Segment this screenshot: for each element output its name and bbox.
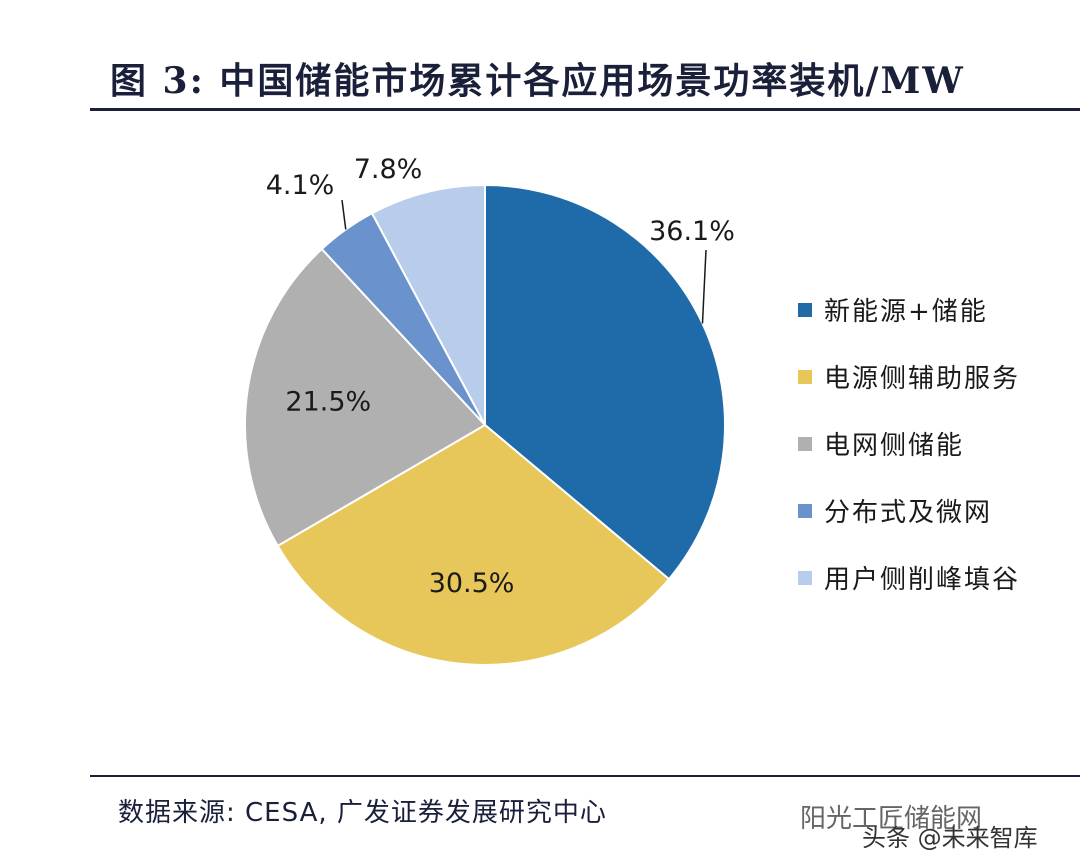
legend-swatch-2 [798,369,812,384]
watermark: 阳光工匠储能网 [800,804,983,834]
watermark-sub: 头条 @未来智库 [862,824,1038,852]
source-note: 数据来源: CESA, 广发证券发展研究中心 [118,798,607,828]
chart-title: 图 3: 中国储能市场累计各应用场景功率装机/MW [110,60,965,102]
title-rule [90,108,1080,111]
leader-line-4 [341,199,347,230]
legend-item-5: 用户侧削峰填谷 [798,544,1020,611]
slice-label-1: 36.1% [649,216,735,247]
legend-swatch-1 [798,302,812,317]
slice-label-2: 30.5% [429,568,515,599]
legend-swatch-5 [798,570,812,585]
legend-label-4: 分布式及微网 [824,498,993,528]
pie-slice-5 [370,183,486,426]
legend-label-1: 新能源+储能 [824,297,988,327]
pie-slice-1 [484,183,726,581]
slice-label-4: 4.1% [266,170,335,201]
legend-item-2: 电源侧辅助服务 [798,343,1020,410]
pie-slice-2 [276,423,671,666]
footer-rule [90,775,1080,777]
legend-label-2: 电源侧辅助服务 [824,364,1021,394]
legend-swatch-4 [798,503,812,518]
slice-label-3: 21.5% [285,387,371,418]
slice-label-5: 7.8% [354,154,423,185]
legend-label-3: 电网侧储能 [824,431,965,461]
legend-item-3: 电网侧储能 [798,410,1020,477]
legend-item-1: 新能源+储能 [798,276,1020,343]
legend-label-5: 用户侧削峰填谷 [824,565,1021,595]
pie-slice-3 [244,247,487,548]
leader-line-1 [701,249,707,324]
legend-item-4: 分布式及微网 [798,477,1020,544]
chart-legend: 新能源+储能电源侧辅助服务 电网侧储能分布式及微网 用户侧削峰填谷 [798,276,1020,611]
legend-swatch-3 [798,436,812,451]
